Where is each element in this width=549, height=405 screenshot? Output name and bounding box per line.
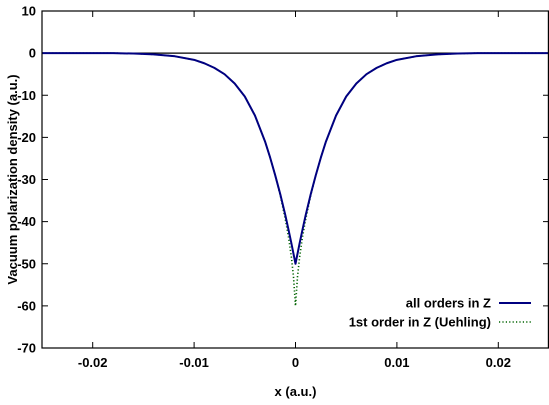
y-tick-label: -60 xyxy=(17,298,36,313)
legend-label: all orders in Z xyxy=(406,296,491,311)
y-tick-label: 10 xyxy=(22,4,36,19)
x-tick-label: 0 xyxy=(292,355,299,370)
x-tick-label: 0.01 xyxy=(384,355,409,370)
x-tick-label: 0.02 xyxy=(486,355,511,370)
y-tick-label: -30 xyxy=(17,172,36,187)
y-tick-label: -50 xyxy=(17,256,36,271)
y-tick-label: 0 xyxy=(29,46,36,61)
y-tick-label: -10 xyxy=(17,88,36,103)
y-tick-label: -20 xyxy=(17,130,36,145)
plot-frame xyxy=(41,10,549,349)
series-layer xyxy=(42,52,549,307)
y-axis-label: Vacuum polarization density (a.u.) xyxy=(5,74,20,284)
legend-label: 1st order in Z (Uehling) xyxy=(349,315,491,330)
series-line-uehling xyxy=(42,52,549,307)
series-line-all-orders xyxy=(42,52,549,265)
x-tick-label: -0.01 xyxy=(179,355,209,370)
ticks-layer: 10 0 -10 -20 -30 -40 -50 -60 -70 -0.02 -0.01 0 0.01 0… xyxy=(17,4,549,370)
x-tick-label: -0.02 xyxy=(78,355,108,370)
y-tick-label: -40 xyxy=(17,214,36,229)
y-tick-label: -70 xyxy=(17,341,36,356)
legend: all orders in Z 1st order in Z (Uehling) xyxy=(349,296,531,330)
x-axis-label: x (a.u.) xyxy=(275,384,317,399)
